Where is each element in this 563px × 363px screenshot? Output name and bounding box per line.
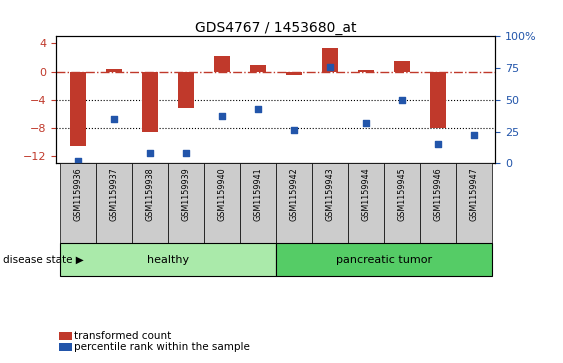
- Bar: [276, 243, 492, 276]
- Bar: [276, 163, 312, 243]
- Bar: [430, 72, 446, 128]
- Text: GSM1159936: GSM1159936: [73, 167, 82, 221]
- Bar: [142, 72, 158, 132]
- Point: [325, 64, 334, 70]
- Point: [397, 97, 406, 103]
- Bar: [420, 163, 456, 243]
- Bar: [60, 243, 276, 276]
- Text: pancreatic tumor: pancreatic tumor: [336, 254, 432, 265]
- Bar: [322, 48, 338, 72]
- Title: GDS4767 / 1453680_at: GDS4767 / 1453680_at: [195, 21, 356, 35]
- Bar: [286, 72, 302, 75]
- Text: GSM1159939: GSM1159939: [181, 167, 190, 221]
- Bar: [250, 65, 266, 72]
- Text: GSM1159941: GSM1159941: [253, 167, 262, 221]
- Bar: [348, 163, 384, 243]
- Text: GSM1159938: GSM1159938: [145, 167, 154, 221]
- Bar: [106, 69, 122, 72]
- Text: GSM1159937: GSM1159937: [109, 167, 118, 221]
- Text: GSM1159945: GSM1159945: [397, 167, 406, 221]
- Point: [434, 141, 443, 147]
- Text: GSM1159943: GSM1159943: [325, 167, 334, 221]
- Bar: [60, 163, 96, 243]
- Bar: [204, 163, 240, 243]
- Point: [253, 106, 262, 112]
- Point: [109, 116, 118, 122]
- Text: GSM1159940: GSM1159940: [217, 167, 226, 221]
- Text: disease state ▶: disease state ▶: [3, 254, 83, 265]
- Bar: [178, 72, 194, 108]
- Bar: [384, 163, 420, 243]
- Point: [289, 127, 298, 133]
- Text: healthy: healthy: [147, 254, 189, 265]
- Bar: [70, 72, 86, 146]
- Text: GSM1159944: GSM1159944: [361, 167, 370, 221]
- Point: [181, 150, 190, 156]
- Bar: [394, 61, 410, 72]
- Bar: [312, 163, 348, 243]
- Bar: [214, 56, 230, 72]
- Point: [361, 120, 370, 126]
- Text: GSM1159947: GSM1159947: [470, 167, 479, 221]
- Text: transformed count: transformed count: [74, 331, 172, 341]
- Bar: [358, 70, 374, 72]
- Point: [217, 113, 226, 119]
- Text: GSM1159946: GSM1159946: [434, 167, 443, 221]
- Bar: [240, 163, 276, 243]
- Bar: [96, 163, 132, 243]
- Bar: [132, 163, 168, 243]
- Point: [470, 132, 479, 138]
- Text: GSM1159942: GSM1159942: [289, 167, 298, 221]
- Point: [73, 158, 82, 164]
- Bar: [168, 163, 204, 243]
- Point: [145, 150, 154, 156]
- Bar: [456, 163, 492, 243]
- Text: percentile rank within the sample: percentile rank within the sample: [74, 342, 250, 352]
